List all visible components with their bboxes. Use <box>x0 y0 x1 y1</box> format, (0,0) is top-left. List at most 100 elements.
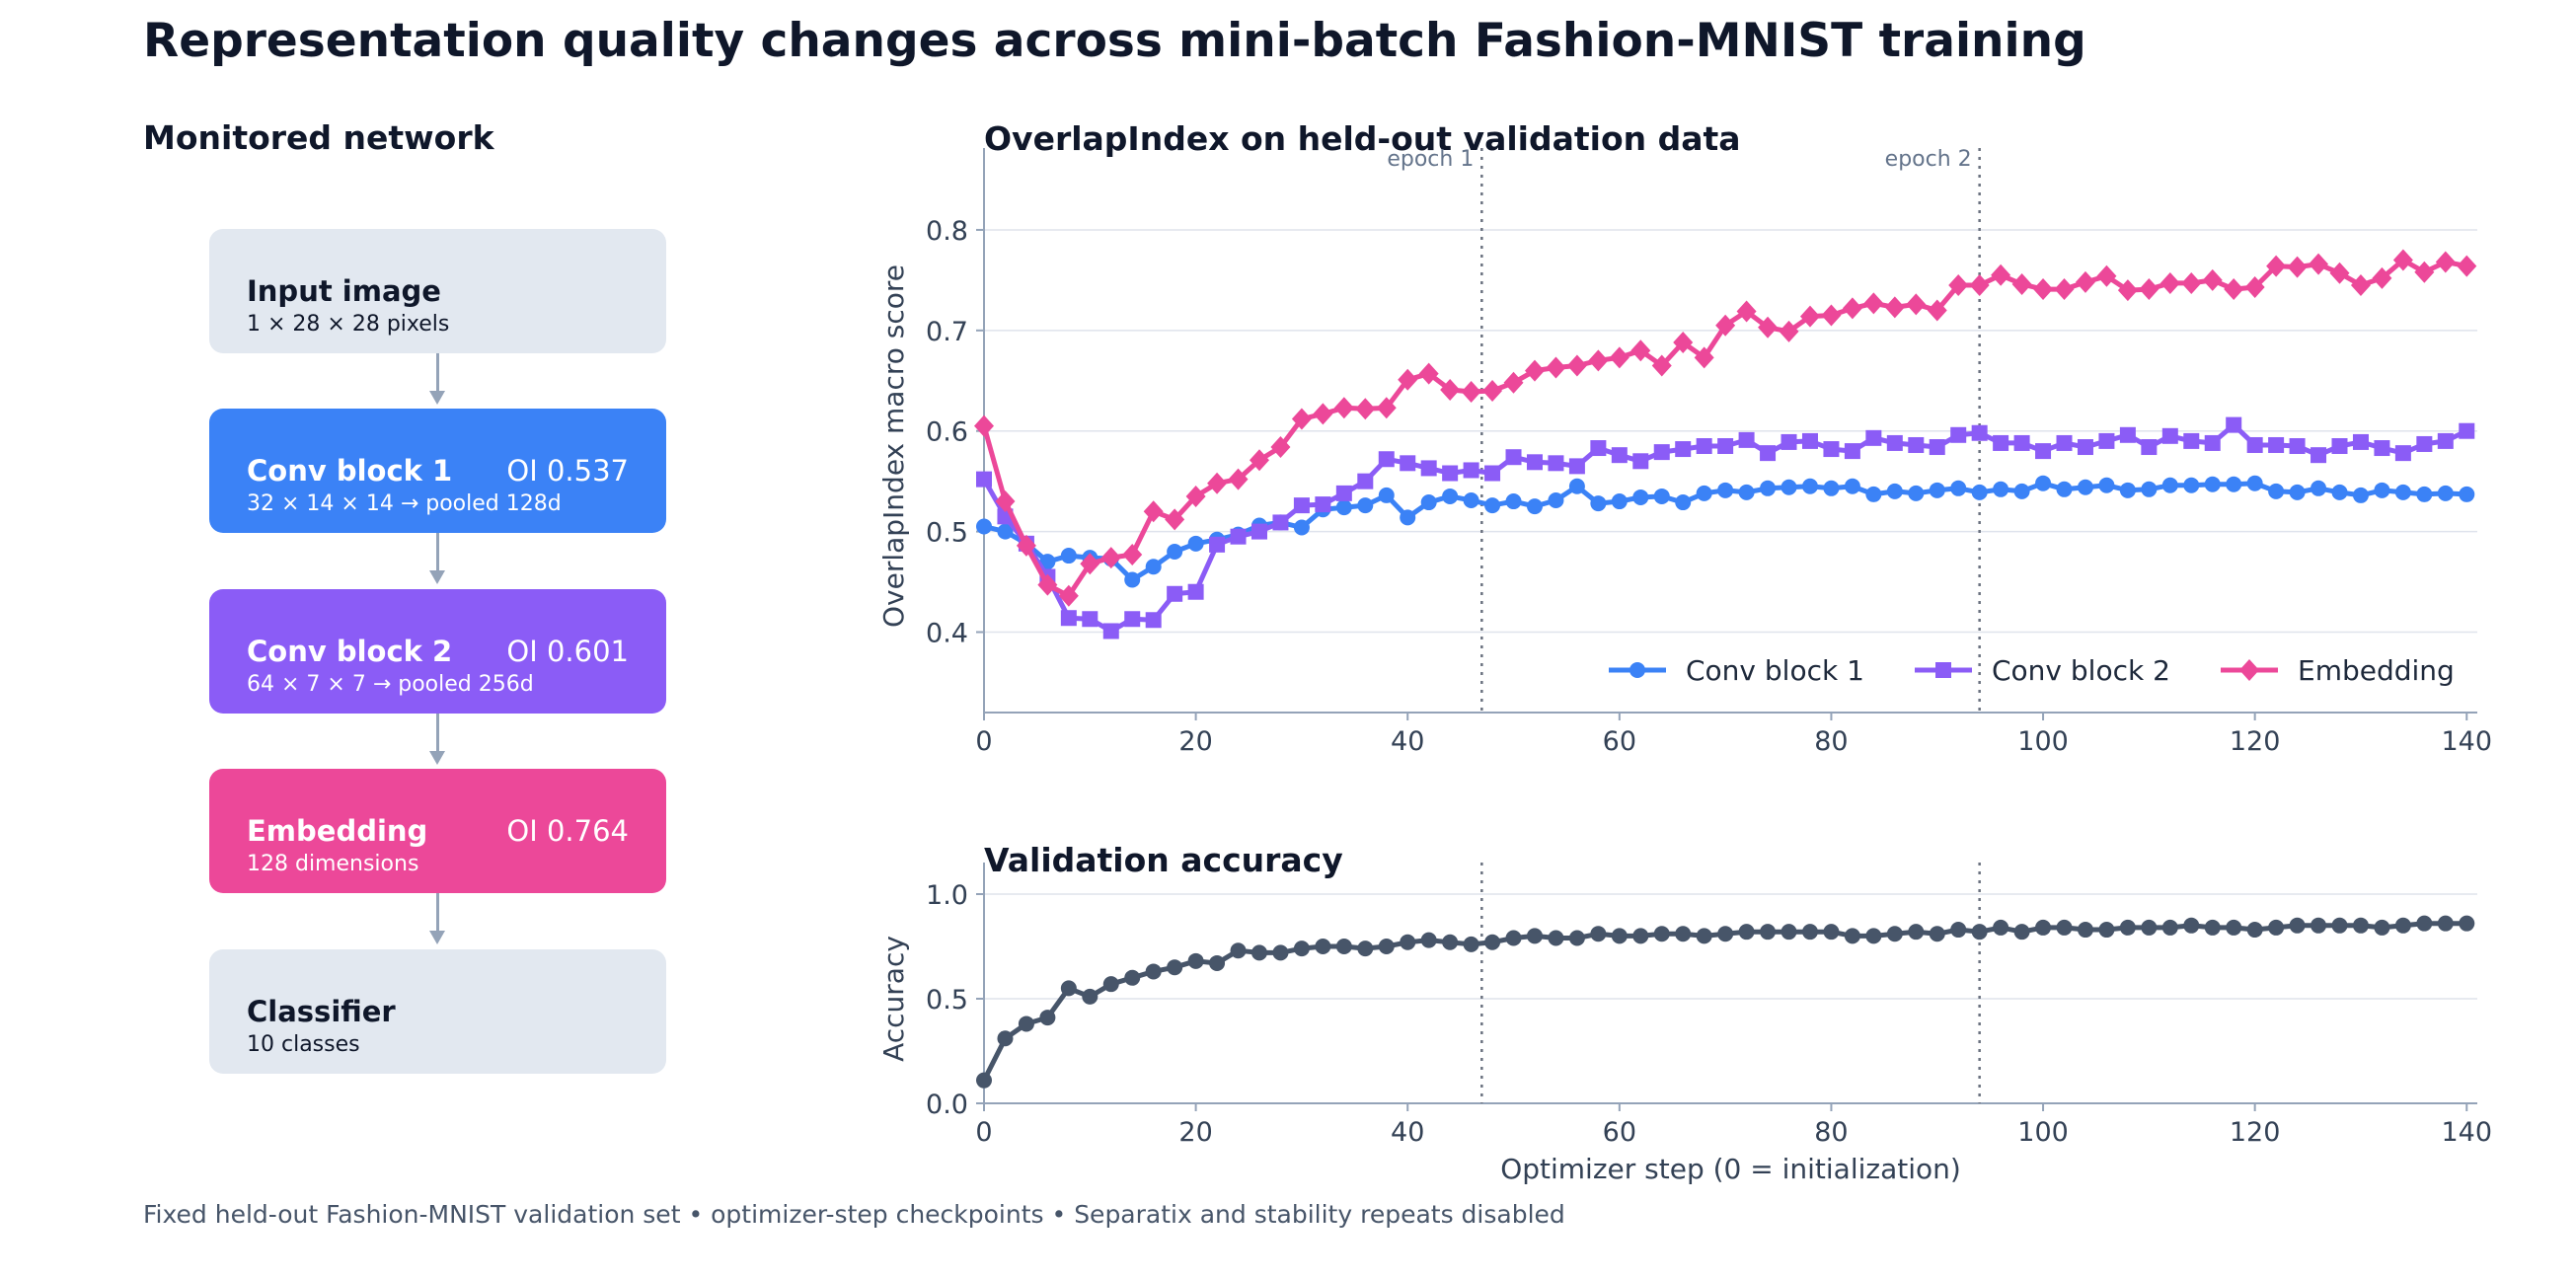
data-point <box>1167 585 1183 602</box>
block-name: Conv block 1 <box>247 454 453 488</box>
y-axis-label: OverlapIndex macro score <box>877 264 910 628</box>
data-point <box>1760 924 1777 940</box>
epoch-marker-label: epoch 1 <box>1387 147 1474 172</box>
block-name: Classifier <box>247 995 396 1028</box>
data-point <box>2329 262 2350 284</box>
data-point <box>2268 436 2285 453</box>
data-point <box>1503 371 1524 394</box>
data-point <box>1357 497 1374 514</box>
data-point <box>2244 276 2265 299</box>
data-point <box>1865 928 1882 944</box>
data-point <box>1948 273 1969 296</box>
legend-swatch-marker <box>1935 662 1951 678</box>
data-point <box>1673 332 1694 354</box>
data-point <box>1315 939 1331 954</box>
data-point <box>1863 292 1884 315</box>
data-point <box>1484 465 1501 482</box>
data-point <box>1461 380 1481 403</box>
x-tick-label: 80 <box>1814 1117 1848 1148</box>
data-point <box>2035 475 2052 491</box>
data-point <box>2013 924 2030 940</box>
data-point <box>1929 439 1945 456</box>
data-point <box>1293 940 1310 957</box>
data-point <box>2013 483 2030 499</box>
x-tick-label: 120 <box>2230 1117 2281 1148</box>
data-point <box>1333 397 1354 419</box>
data-point <box>2077 439 2093 456</box>
data-point <box>976 518 992 535</box>
data-point <box>1675 441 1692 458</box>
data-point <box>2159 271 2180 294</box>
data-point <box>1675 926 1692 942</box>
block-detail: 10 classes <box>247 1032 360 1057</box>
data-point <box>1060 610 1077 627</box>
block-detail: 64 × 7 × 7 → pooled 256d <box>247 672 534 697</box>
data-point <box>1418 362 1439 385</box>
data-point <box>2457 255 2477 277</box>
data-point <box>1865 429 1882 446</box>
data-point <box>2075 270 2095 293</box>
data-point <box>2437 915 2454 932</box>
data-point <box>1929 926 1945 942</box>
y-tick-label: 0.7 <box>926 317 968 347</box>
series-line <box>981 258 2467 599</box>
data-point <box>1165 508 1185 531</box>
series-conv-block-2 <box>976 416 2475 640</box>
data-point <box>1463 936 1479 952</box>
data-point <box>2119 426 2136 443</box>
data-point <box>1145 559 1162 575</box>
data-point <box>1357 473 1374 489</box>
y-tick-label: 0.5 <box>926 518 968 549</box>
data-point <box>1039 554 1056 570</box>
data-point <box>1378 939 1395 954</box>
data-point <box>2352 917 2369 934</box>
data-point <box>1758 316 1779 339</box>
chart-title: Validation accuracy <box>984 841 1343 879</box>
data-point <box>1400 934 1416 950</box>
data-point <box>2033 278 2054 301</box>
data-point <box>1632 928 1649 944</box>
data-point <box>1653 444 1670 461</box>
data-point <box>1971 424 1988 441</box>
data-point <box>1187 535 1204 552</box>
data-point <box>2056 481 2073 497</box>
data-point <box>2268 919 2285 936</box>
data-point <box>1908 485 1925 501</box>
data-point <box>1420 460 1437 477</box>
y-tick-label: 0.5 <box>926 985 968 1016</box>
data-point <box>1524 359 1545 382</box>
data-point <box>1249 449 1269 472</box>
data-point <box>1844 478 1860 494</box>
data-point <box>1100 547 1121 569</box>
y-tick-label: 0.8 <box>926 216 968 247</box>
data-point <box>1844 928 1860 944</box>
x-tick-label: 0 <box>975 1117 992 1148</box>
data-point <box>2183 917 2200 934</box>
data-point <box>1566 354 1587 377</box>
data-point <box>1908 924 1925 940</box>
data-point <box>1993 481 2009 497</box>
data-point <box>2311 480 2327 496</box>
data-point <box>1780 479 1797 495</box>
epoch-marker-label: epoch 2 <box>1885 147 1972 172</box>
legend-swatch-marker <box>2239 659 2259 681</box>
data-point <box>2226 416 2242 433</box>
data-point <box>1291 408 1312 430</box>
block-oi-score: OI 0.537 <box>506 454 629 488</box>
data-point <box>1228 468 1249 490</box>
data-point <box>1335 499 1352 516</box>
data-point <box>1124 969 1141 986</box>
data-point <box>1463 462 1479 479</box>
data-point <box>1400 455 1416 472</box>
data-point <box>1694 346 1714 369</box>
data-point <box>2119 919 2136 936</box>
data-point <box>1209 954 1226 971</box>
data-point <box>2374 482 2390 498</box>
data-point <box>1209 536 1226 553</box>
data-point <box>2289 917 2306 934</box>
series-line <box>981 422 2468 634</box>
data-point <box>1590 495 1607 512</box>
series-accuracy <box>976 915 2475 1089</box>
data-point <box>2183 477 2200 493</box>
data-point <box>1315 496 1331 513</box>
